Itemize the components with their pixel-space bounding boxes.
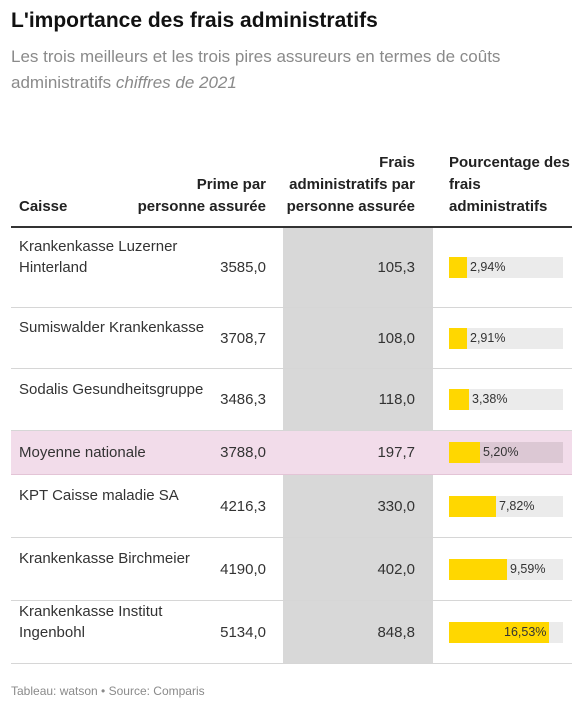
prime-value: 5134,0 (220, 624, 266, 641)
percentage-bar-track: 2,94% (449, 257, 563, 278)
percentage-label: 2,91% (470, 331, 506, 345)
percentage-label: 9,59% (510, 562, 546, 576)
percentage-bar-track: 2,91% (449, 328, 563, 349)
percentage-bar (449, 622, 549, 643)
header-prime: Prime par personne assurée (137, 176, 266, 215)
percentage-bar (449, 257, 467, 278)
percentage-bar (449, 559, 507, 580)
frais-value: 402,0 (377, 561, 415, 578)
caisse-name: Sodalis Gesundheitsgruppe (19, 381, 204, 398)
percentage-bar (449, 442, 480, 463)
table-row: Krankenkasse Luzerner Hinterland 3585,0 10… (11, 228, 572, 308)
table-row: Sodalis Gesundheitsgruppe 3486,3 118,0 3,38… (11, 369, 572, 431)
frais-value: 848,8 (377, 624, 415, 641)
prime-value: 3486,3 (220, 391, 266, 408)
table-row: Krankenkasse Institut Ingenbohl 5134,0 848… (11, 601, 572, 664)
header-pourcentage: Pourcentage des frais administratifs (449, 154, 570, 215)
caisse-name: Krankenkasse Birchmeier (19, 550, 190, 567)
percentage-bar (449, 496, 496, 517)
header-frais: Frais administratifs par personne assuré… (286, 154, 415, 215)
table-row: Krankenkasse Birchmeier 4190,0 402,0 9,59% (11, 538, 572, 601)
caisse-name: KPT Caisse maladie SA (19, 487, 179, 504)
caisse-name: Moyenne nationale (19, 444, 146, 461)
percentage-bar (449, 389, 469, 410)
source-footer: Tableau: watson • Source: Comparis (11, 684, 205, 698)
frais-value: 108,0 (377, 330, 415, 347)
page-subtitle: Les trois meilleurs et les trois pires a… (11, 44, 571, 96)
frais-value: 197,7 (377, 444, 415, 461)
percentage-bar-track: 3,38% (449, 389, 563, 410)
header-caisse: Caisse (19, 198, 68, 215)
percentage-label: 5,20% (483, 445, 519, 459)
prime-value: 3708,7 (220, 330, 266, 347)
table-row-average: Moyenne nationale 3788,0 197,7 5,20% (11, 431, 572, 475)
caisse-name: Krankenkasse Luzerner Hinterland (19, 238, 178, 276)
frais-value: 105,3 (377, 259, 415, 276)
subtitle-year-note: chiffres de 2021 (115, 73, 237, 92)
percentage-bar-track: 5,20% (449, 442, 563, 463)
table-row: KPT Caisse maladie SA 4216,3 330,0 7,82% (11, 475, 572, 538)
percentage-bar-track: 9,59% (449, 559, 563, 580)
prime-value: 4190,0 (220, 561, 266, 578)
frais-value: 118,0 (378, 391, 415, 408)
percentage-bar-track: 16,53% (449, 622, 563, 643)
caisse-name: Krankenkasse Institut Ingenbohl (19, 603, 163, 641)
table-header: Caisse Prime par personne assurée Frais … (11, 128, 572, 228)
table-row: Sumiswalder Krankenkasse 3708,7 108,0 2,91% (11, 308, 572, 369)
page-title: L'importance des frais administratifs (11, 9, 378, 32)
percentage-bar (449, 328, 467, 349)
percentage-label: 7,82% (499, 499, 535, 513)
frais-value: 330,0 (377, 498, 415, 515)
prime-value: 3788,0 (220, 444, 266, 461)
percentage-label: 3,38% (472, 392, 508, 406)
prime-value: 4216,3 (220, 498, 266, 515)
percentage-label: 16,53% (504, 625, 547, 639)
caisse-name: Sumiswalder Krankenkasse (19, 319, 205, 336)
percentage-bar-track: 7,82% (449, 496, 563, 517)
subtitle-text: Les trois meilleurs et les trois pires a… (11, 47, 501, 92)
prime-value: 3585,0 (220, 259, 266, 276)
percentage-label: 2,94% (470, 260, 506, 274)
